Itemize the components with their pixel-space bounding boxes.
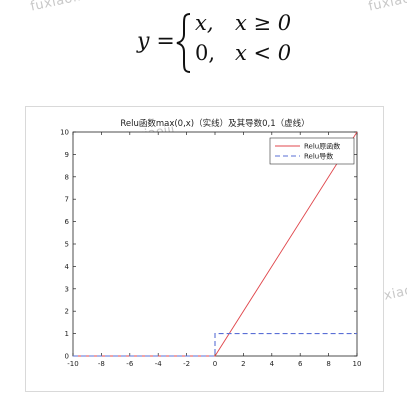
- x-tick-label: -8: [98, 360, 105, 368]
- legend-box: [269, 137, 355, 165]
- x-tick-label: 10: [353, 360, 362, 368]
- x-tick-label: -4: [155, 360, 163, 368]
- y-tick-label: 10: [60, 129, 69, 137]
- x-tick-label: 2: [241, 360, 245, 368]
- x-tick-label: 0: [213, 360, 217, 368]
- x-tick-label: -10: [67, 360, 78, 368]
- legend-label: Relu导数: [304, 152, 333, 161]
- formula-brace: [176, 13, 191, 73]
- relu-derivative-line: [73, 333, 357, 357]
- y-tick-label: 4: [65, 263, 70, 271]
- y-tick-label: 7: [65, 196, 69, 204]
- x-tick-label: 6: [298, 360, 303, 368]
- y-tick-label: 8: [65, 173, 69, 181]
- relu-function-line: [73, 131, 358, 357]
- y-tick-label: 2: [65, 308, 69, 316]
- formula-lhs: y =: [136, 29, 175, 54]
- relu-formula: y = x, x ≥ 0 0, x < 0: [136, 11, 291, 73]
- x-tick-label: 8: [326, 360, 330, 368]
- y-tick-label: 6: [65, 218, 70, 226]
- x-tick-label: -6: [126, 360, 134, 368]
- formula-case2-expr: 0,: [195, 41, 215, 65]
- formula-case2-cond: x < 0: [235, 41, 291, 65]
- y-tick-label: 3: [65, 285, 69, 293]
- formula-case1-cond: x ≥ 0: [235, 11, 291, 35]
- legend-label: Relu原函数: [304, 142, 340, 151]
- chart-title: Relu函数max(0,x)（实线）及其导数0,1（虚线）: [120, 118, 309, 129]
- plot-area: [72, 131, 358, 357]
- x-tick-label: -2: [183, 360, 190, 368]
- y-tick-label: 1: [65, 330, 69, 338]
- y-tick-label: 9: [65, 151, 69, 159]
- formula-case1-expr: x,: [195, 11, 214, 35]
- y-tick-label: 5: [65, 241, 69, 249]
- y-tick-label: 0: [65, 353, 69, 361]
- x-tick-label: 4: [270, 360, 275, 368]
